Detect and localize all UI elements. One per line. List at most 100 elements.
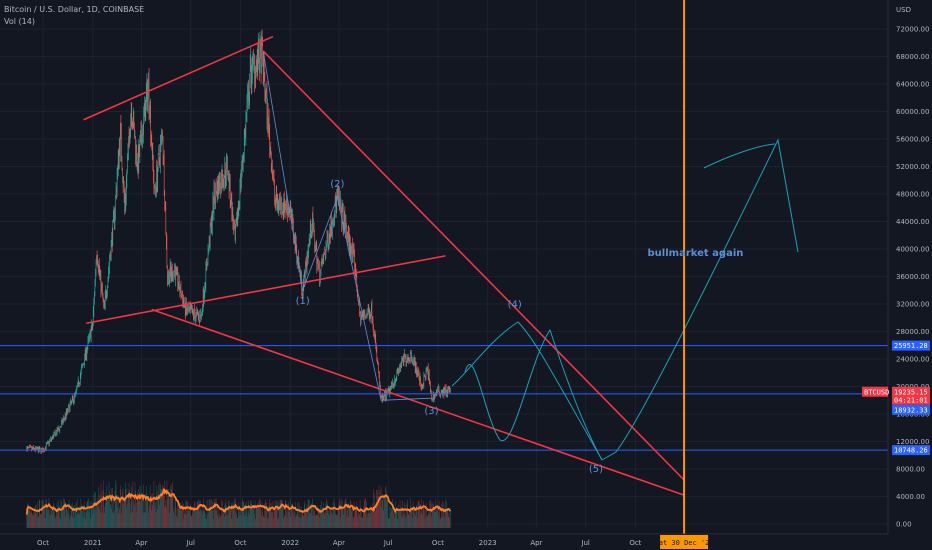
volume-bar <box>298 517 299 528</box>
volume-bar <box>114 490 116 528</box>
volume-bar <box>188 510 189 528</box>
volume-bar <box>255 518 256 528</box>
volume-bar <box>207 500 209 528</box>
volume-bar <box>387 498 388 528</box>
volume-bar <box>150 498 151 528</box>
volume-bar <box>408 513 410 528</box>
volume-bar <box>75 508 76 528</box>
volume-bar <box>160 488 162 528</box>
volume-bar <box>191 516 193 528</box>
volume-bar <box>353 518 354 528</box>
volume-bar <box>177 500 179 528</box>
wave-count-path <box>262 50 432 401</box>
volume-bar <box>159 482 161 528</box>
volume-bar <box>180 502 181 528</box>
volume-bar <box>364 498 366 528</box>
volume-bar <box>261 512 263 528</box>
volume-bar <box>114 510 115 528</box>
volume-bar <box>279 507 280 528</box>
volume-bar <box>436 509 437 528</box>
volume-bar <box>381 493 383 528</box>
volume-bar <box>54 506 55 528</box>
price-tick-label: 48000.00 <box>896 191 929 199</box>
volume-bar <box>112 512 114 528</box>
volume-bar <box>444 517 445 528</box>
price-tick-label: 24000.00 <box>896 356 929 364</box>
volume-bar <box>310 504 312 528</box>
volume-bar <box>181 510 182 528</box>
volume-bar <box>312 498 313 528</box>
volume-bar <box>134 506 135 528</box>
volume-bar <box>183 503 184 528</box>
volume-bar <box>93 494 95 528</box>
price-tick-label: 56000.00 <box>896 136 929 144</box>
wave-label: (5) <box>589 464 603 475</box>
volume-bar <box>386 500 387 528</box>
volume-bar <box>154 505 156 528</box>
volume-bar <box>278 499 280 528</box>
volume-bar <box>172 481 173 528</box>
volume-bar <box>27 503 28 528</box>
volume-bar <box>262 515 264 528</box>
volume-bar <box>439 508 440 528</box>
volume-bar <box>377 490 378 528</box>
volume-bar <box>322 507 323 528</box>
volume-bar <box>83 505 84 528</box>
volume-bar <box>439 517 441 528</box>
volume-bar <box>238 501 239 528</box>
volume-indicator-label[interactable]: Vol (14) <box>4 17 35 26</box>
volume-bar <box>208 512 209 528</box>
volume-bar <box>379 490 381 528</box>
trendline <box>262 50 685 481</box>
projection-path-main <box>451 138 799 461</box>
volume-bar <box>94 492 95 528</box>
volume-bar <box>399 509 400 528</box>
volume-bar <box>247 512 249 528</box>
volume-bar <box>234 498 235 528</box>
volume-bar <box>186 514 188 528</box>
volume-bar <box>229 508 230 528</box>
volume-bar <box>351 507 353 528</box>
volume-bar <box>409 510 411 528</box>
volume-bar <box>248 514 250 528</box>
volume-bar <box>214 501 215 528</box>
volume-bar <box>291 505 293 528</box>
volume-bar <box>218 518 219 528</box>
volume-bar <box>161 489 163 528</box>
volume-bar <box>298 501 300 528</box>
volume-bar <box>180 504 182 528</box>
volume-bar <box>340 498 342 528</box>
volume-bar <box>388 518 389 528</box>
volume-bar <box>31 507 32 528</box>
volume-bar <box>254 513 255 528</box>
volume-bar <box>67 509 68 528</box>
volume-bar <box>246 501 247 528</box>
volume-bar <box>128 491 129 528</box>
volume-bar <box>338 507 340 528</box>
volume-bar <box>400 507 401 528</box>
volume-bar <box>417 500 419 528</box>
volume-bar <box>269 510 271 528</box>
volume-bar <box>244 515 246 528</box>
volume-bar <box>56 509 57 528</box>
volume-bar <box>60 518 61 528</box>
price-axis-background <box>888 0 932 550</box>
volume-bar <box>302 512 303 528</box>
volume-bar <box>126 488 128 528</box>
volume-bar <box>32 514 34 528</box>
volume-bar <box>311 503 313 528</box>
volume-bar <box>138 500 140 528</box>
volume-bar <box>78 514 80 528</box>
volume-bar <box>102 490 104 528</box>
symbol-title[interactable]: Bitcoin / U.S. Dollar, 1D, COINBASE <box>4 5 145 14</box>
volume-bar <box>185 513 186 528</box>
volume-bar <box>103 480 104 528</box>
time-tick-label: Oct <box>629 539 641 547</box>
volume-bar <box>420 512 422 528</box>
volume-bar <box>295 517 296 528</box>
volume-bar <box>135 490 136 528</box>
volume-bar <box>450 507 451 528</box>
volume-bar <box>49 514 50 528</box>
volume-bar <box>229 508 231 528</box>
